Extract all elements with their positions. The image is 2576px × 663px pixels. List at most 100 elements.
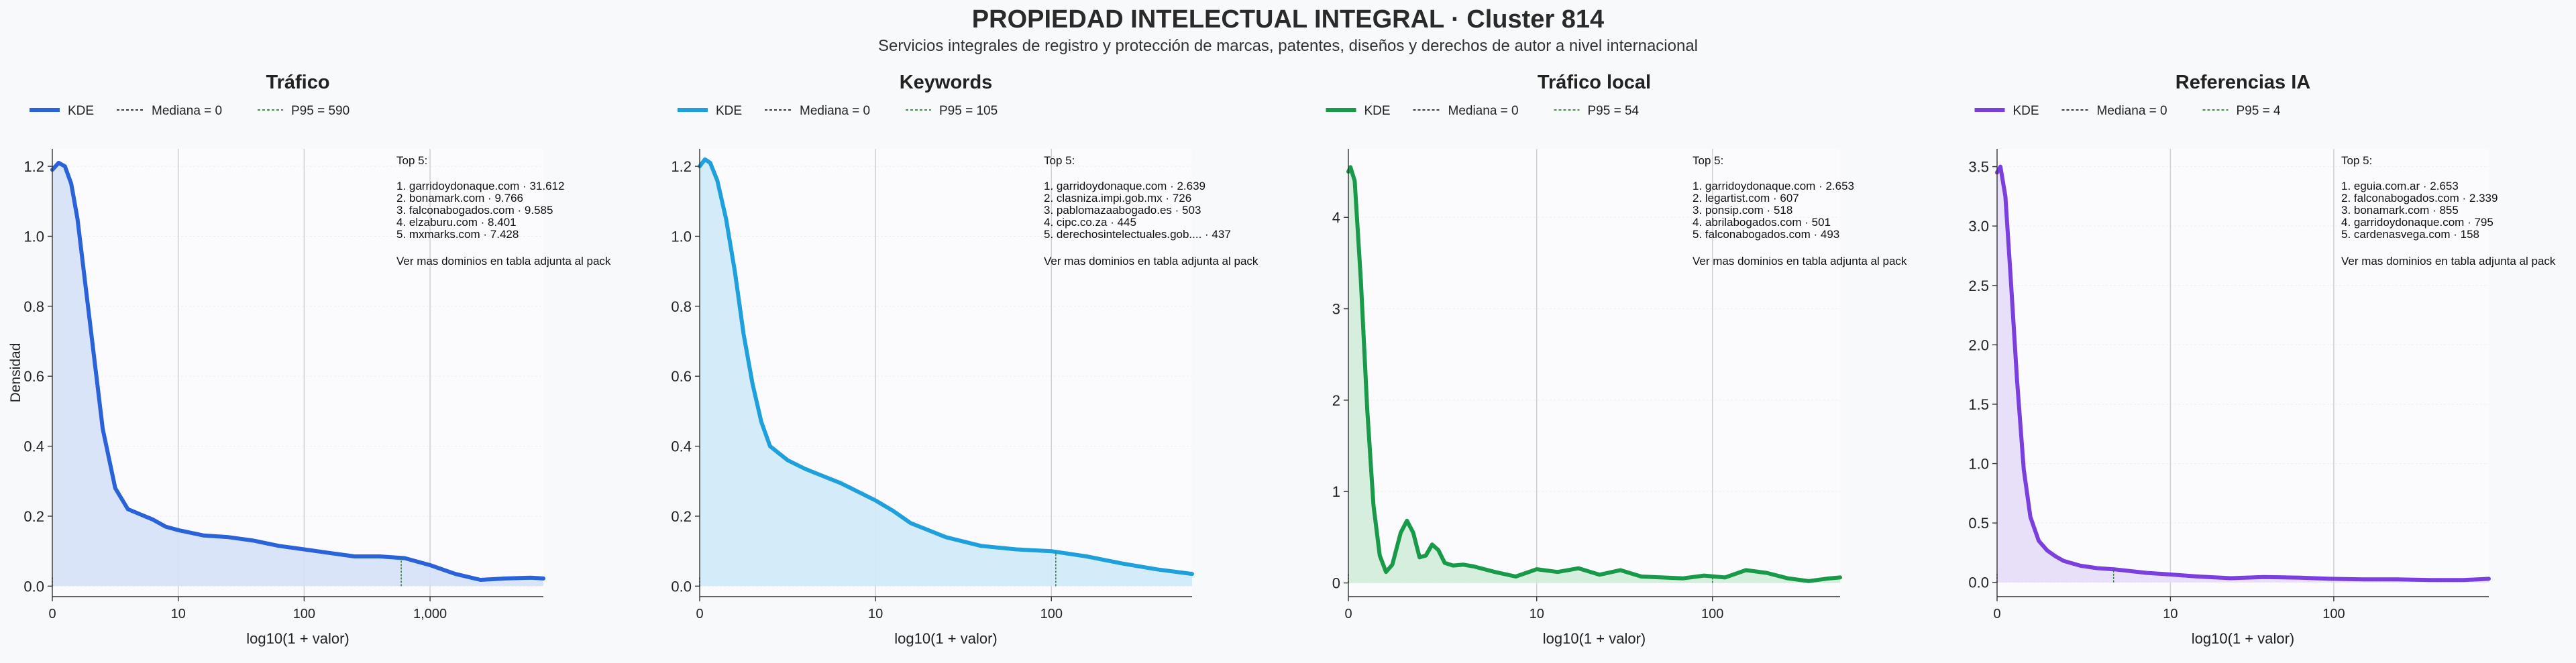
kde-line <box>1346 165 1842 583</box>
x-tick-label: 100 <box>2322 607 2345 621</box>
y-tick-label: 3.0 <box>1968 218 1989 235</box>
x-axis-label: log10(1 + valor) <box>246 630 349 647</box>
x-tick-label: 100 <box>1040 607 1063 621</box>
top5-footer-note: Ver mas dominios en tabla adjunta al pac… <box>1693 255 1907 267</box>
y-tick-label: 1.2 <box>671 158 692 175</box>
x-tick-label: 0 <box>696 607 703 621</box>
x-axis-label: log10(1 + valor) <box>1543 630 1646 647</box>
top5-header: Top 5: <box>396 154 427 167</box>
legend-median-label: Mediana = 0 <box>2097 104 2167 118</box>
top5-item: 4. cipc.co.za · 445 <box>1044 216 1136 229</box>
chart-title: Referencias IA <box>2176 72 2311 93</box>
y-tick-label: 0 <box>1332 575 1340 592</box>
top5-item: 4. abrilabogados.com · 501 <box>1693 216 1831 229</box>
kde-line <box>50 160 545 582</box>
chart-legend: KDE Mediana = 0 P95 = 4 <box>1974 104 2281 118</box>
top5-item: 4. elzaburu.com · 8.401 <box>396 216 517 229</box>
y-tick-label: 1.0 <box>23 228 44 245</box>
y-tick-label: 0.0 <box>671 578 692 595</box>
top5-item: 3. bonamark.com · 855 <box>2341 204 2459 217</box>
top5-footer-note: Ver mas dominios en tabla adjunta al pac… <box>1044 255 1258 267</box>
legend-p95-label: P95 = 54 <box>1588 104 1640 118</box>
chart-panel-4: Referencias IA KDE Mediana = 0 P95 = 4 0.0 0.… <box>1968 72 2556 647</box>
top5-item: 1. eguia.com.ar · 2.653 <box>2341 180 2459 192</box>
chart-title: Tráfico local <box>1538 72 1651 93</box>
top5-item: 3. ponsip.com · 518 <box>1693 204 1792 217</box>
top5-item: 4. garridoydonaque.com · 795 <box>2341 216 2493 229</box>
top5-header: Top 5: <box>2341 154 2372 167</box>
top5-item: 2. legartist.com · 607 <box>1693 192 1799 204</box>
x-tick-label: 10 <box>2163 607 2178 621</box>
x-tick-label: 100 <box>293 607 315 621</box>
x-tick-label: 1,000 <box>413 607 447 621</box>
x-tick-label: 10 <box>1529 607 1544 621</box>
chart-title: Tráfico <box>266 72 329 93</box>
y-tick-label: 3 <box>1332 301 1340 318</box>
chart-panel-2: Keywords KDE Mediana = 0 P95 = 105 0.0 0.2 0.4… <box>671 72 1258 647</box>
y-tick-label: 0.8 <box>23 298 44 315</box>
y-tick-label: 1.0 <box>1968 456 1989 473</box>
y-tick-label: 2.5 <box>1968 278 1989 294</box>
legend-p95-label: P95 = 4 <box>2237 104 2281 118</box>
top5-annotation: Top 5: 1. garridoydonaque.com · 31.6122. … <box>396 154 611 267</box>
kde-line <box>1995 164 2491 583</box>
x-tick-label: 100 <box>1701 607 1723 621</box>
kde-area <box>52 162 543 587</box>
top5-item: 1. garridoydonaque.com · 2.653 <box>1693 180 1854 192</box>
x-tick-label: 0 <box>1344 607 1352 621</box>
x-tick-label: 0 <box>1993 607 2000 621</box>
top5-item: 5. falconabogados.com · 493 <box>1693 228 1839 241</box>
kde-line <box>698 157 1194 577</box>
legend-kde-label: KDE <box>716 104 742 118</box>
page-title: PROPIEDAD INTELECTUAL INTEGRAL · Cluster… <box>971 5 1605 34</box>
y-tick-label: 2.0 <box>1968 337 1989 353</box>
x-tick-label: 10 <box>171 607 186 621</box>
x-axis-label: log10(1 + valor) <box>894 630 997 647</box>
top5-item: 2. bonamark.com · 9.766 <box>396 192 523 204</box>
top5-item: 2. clasniza.impi.gob.mx · 726 <box>1044 192 1191 204</box>
top5-footer-note: Ver mas dominios en tabla adjunta al pac… <box>396 255 611 267</box>
top5-item: 5. mxmarks.com · 7.428 <box>396 228 519 241</box>
chart-legend: KDE Mediana = 0 P95 = 590 <box>30 104 350 118</box>
y-tick-label: 0.0 <box>1968 575 1989 591</box>
x-tick-label: 10 <box>868 607 883 621</box>
y-tick-label: 0.6 <box>23 368 44 385</box>
top5-header: Top 5: <box>1693 154 1723 167</box>
top5-item: 5. derechosintelectuales.gob.... · 437 <box>1044 228 1231 241</box>
chart-panel-3: Tráfico local KDE Mediana = 0 P95 = 54 0 1 2 3 4… <box>1326 72 1907 647</box>
y-tick-label: 1.2 <box>23 158 44 175</box>
legend-median-label: Mediana = 0 <box>152 104 222 118</box>
y-tick-label: 1 <box>1332 483 1340 500</box>
legend-median-label: Mediana = 0 <box>800 104 870 118</box>
legend-p95-label: P95 = 590 <box>291 104 350 118</box>
top5-item: 3. falconabogados.com · 9.585 <box>396 204 553 217</box>
top5-item: 1. garridoydonaque.com · 31.612 <box>396 180 564 192</box>
y-tick-label: 0.4 <box>23 438 44 455</box>
y-tick-label: 1.5 <box>1968 396 1989 413</box>
chart-legend: KDE Mediana = 0 P95 = 105 <box>678 104 998 118</box>
top5-item: 1. garridoydonaque.com · 2.639 <box>1044 180 1205 192</box>
top5-item: 3. pablomazaabogado.es · 503 <box>1044 204 1201 217</box>
legend-kde-label: KDE <box>1364 104 1391 118</box>
x-axis-label: log10(1 + valor) <box>2192 630 2294 647</box>
legend-kde-label: KDE <box>2013 104 2039 118</box>
y-tick-label: 2 <box>1332 392 1340 409</box>
chart-panel-1: Tráfico KDE Mediana = 0 P95 = 590 0.0 0.2 0.4 0… <box>23 72 611 647</box>
chart-legend: KDE Mediana = 0 P95 = 54 <box>1326 104 1640 118</box>
plot-area <box>1348 149 1840 597</box>
y-tick-label: 0.2 <box>671 508 692 525</box>
y-tick-label: 0.2 <box>23 508 44 525</box>
legend-kde-label: KDE <box>68 104 94 118</box>
y-axis-label: Densidad <box>8 343 23 403</box>
y-tick-label: 0.0 <box>23 578 44 595</box>
legend-p95-label: P95 = 105 <box>939 104 998 118</box>
top5-item: 2. falconabogados.com · 2.339 <box>2341 192 2498 204</box>
y-tick-label: 0.6 <box>671 368 692 385</box>
x-tick-label: 0 <box>48 607 56 621</box>
top5-item: 5. cardenasvega.com · 158 <box>2341 228 2479 241</box>
y-tick-label: 4 <box>1332 209 1340 226</box>
